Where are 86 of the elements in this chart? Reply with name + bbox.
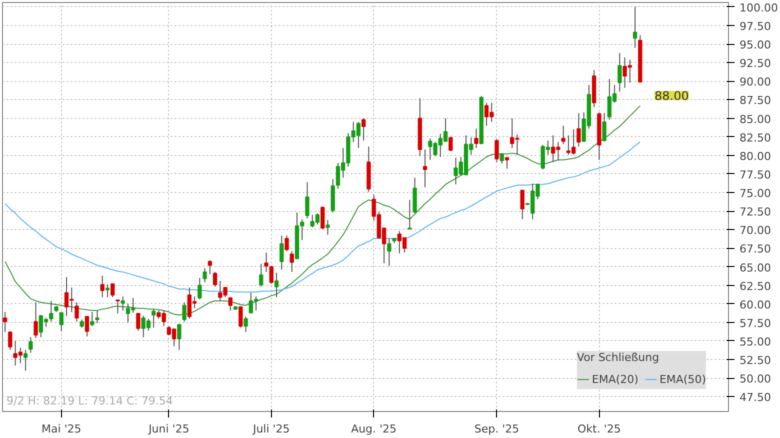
candlestick xyxy=(290,250,294,272)
x-tick-label: Aug. '25 xyxy=(351,422,397,436)
y-tick-label: 67.50 xyxy=(740,242,771,256)
candlestick xyxy=(59,312,64,332)
candlestick xyxy=(84,316,90,338)
candlestick xyxy=(136,313,140,332)
candlestick xyxy=(238,306,243,328)
candlestick xyxy=(28,336,33,354)
x-tick-label: Mai '25 xyxy=(41,422,82,436)
y-tick-label: 77.50 xyxy=(740,168,771,182)
candlestick xyxy=(110,283,115,298)
y-tick-label: 95.00 xyxy=(740,38,771,52)
y-tick-label: 65.00 xyxy=(740,261,771,274)
candlestick xyxy=(182,302,186,322)
candlestick xyxy=(520,190,524,220)
x-tick-label: Juli '25 xyxy=(252,422,290,436)
candlestick xyxy=(632,6,638,48)
candlestick xyxy=(361,118,366,142)
candlestick xyxy=(422,148,428,188)
candlestick xyxy=(500,152,504,164)
candlestick xyxy=(448,136,453,152)
candlestick xyxy=(105,284,110,298)
y-tick-label: 70.00 xyxy=(740,224,771,238)
legend-label: EMA(20) xyxy=(592,372,638,386)
candlestick xyxy=(2,312,8,333)
candlestick xyxy=(244,316,248,333)
candlestick xyxy=(305,182,310,220)
y-tick-label: 57.50 xyxy=(740,316,771,330)
legend-title: Vor Schließung xyxy=(576,351,660,364)
candlestick xyxy=(228,296,233,312)
y-tick-label: 87.50 xyxy=(740,94,771,108)
y-tick-label: 60.00 xyxy=(740,298,771,312)
candlestick xyxy=(274,272,279,298)
candlestick xyxy=(152,308,156,328)
y-tick-label: 97.50 xyxy=(740,20,771,34)
candlestick xyxy=(284,235,289,252)
y-tick-label: 55.00 xyxy=(740,335,771,348)
candlestick xyxy=(602,112,606,142)
candlestick xyxy=(269,266,274,284)
y-tick-label: 47.50 xyxy=(740,391,771,404)
y-tick-label: 92.50 xyxy=(740,57,771,70)
x-tick-label: Okt. '25 xyxy=(578,422,621,436)
candlestick xyxy=(618,52,622,92)
candlestick xyxy=(74,302,79,322)
y-tick-label: 100.00 xyxy=(740,1,778,14)
legend-label: EMA(50) xyxy=(659,372,706,386)
candlestick xyxy=(561,125,566,145)
candlestick xyxy=(387,238,392,267)
candlestick xyxy=(208,260,212,275)
y-tick-label: 72.50 xyxy=(740,206,771,219)
x-tick-label: Juni '25 xyxy=(148,422,190,436)
candlestick xyxy=(576,112,581,148)
candlestick xyxy=(49,300,54,322)
candlestick xyxy=(412,177,417,214)
candlestick xyxy=(90,312,94,327)
candlestick xyxy=(23,349,28,372)
candlestick xyxy=(202,268,207,283)
candlestick xyxy=(198,277,202,300)
y-tick-label: 75.00 xyxy=(740,187,771,200)
x-tick-label: Sep. '25 xyxy=(474,422,520,436)
candlestick xyxy=(326,219,330,236)
y-tick-label: 85.00 xyxy=(740,112,771,126)
candlestick xyxy=(116,298,120,314)
candlestick xyxy=(95,310,100,324)
candlestick xyxy=(120,296,125,312)
annotation: 9/2 H: 82.19 L: 79.14 C: 79.54 xyxy=(6,394,173,408)
candlestick xyxy=(280,235,284,270)
candlestick xyxy=(474,128,478,148)
candlestick xyxy=(212,271,218,288)
candlestick xyxy=(320,206,325,230)
y-tick-label: 82.50 xyxy=(740,131,771,144)
candlestick xyxy=(259,263,264,288)
text: 88.00 xyxy=(654,89,689,103)
candlestick xyxy=(100,275,104,298)
candlestick xyxy=(504,157,510,170)
y-tick-label: 62.50 xyxy=(740,280,771,293)
y-tick-label: 52.50 xyxy=(740,354,771,368)
candlestick xyxy=(264,252,268,272)
candlestick xyxy=(8,330,12,350)
candlestick xyxy=(34,302,38,339)
candlestick xyxy=(177,323,182,350)
candlestick xyxy=(494,138,499,162)
candlestick xyxy=(408,199,412,230)
y-tick-label: 80.00 xyxy=(740,150,771,163)
y-tick-label: 90.00 xyxy=(740,76,771,89)
y-tick-label: 50.00 xyxy=(740,372,771,386)
